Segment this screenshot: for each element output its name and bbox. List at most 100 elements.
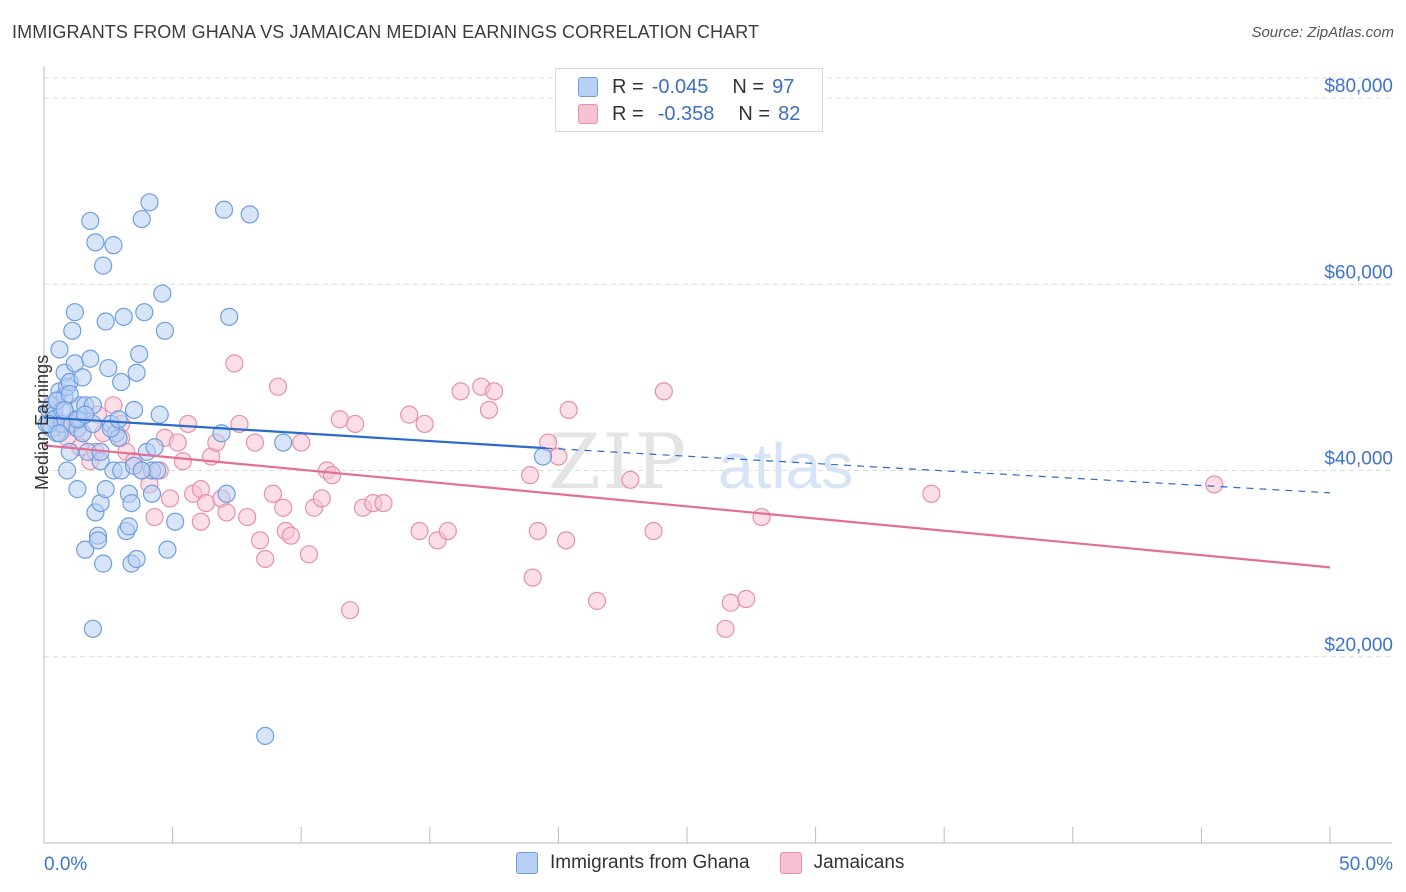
data-point-jamaicans (415, 414, 434, 434)
data-point-ghana (119, 517, 138, 536)
data-point-jamaicans (178, 414, 198, 434)
data-point-jamaicans (263, 484, 283, 503)
zipatlas-watermark: ZIP atlas (548, 417, 853, 506)
legend-label-jamaicans: Jamaicans (813, 852, 905, 873)
data-point-jamaicans (521, 466, 540, 485)
data-point-ghana (81, 349, 100, 368)
data-point-jamaicans (268, 377, 288, 396)
data-point-jamaicans (160, 489, 180, 508)
legend-n-value: 97 (772, 75, 795, 98)
data-point-ghana (99, 358, 118, 378)
data-point-ghana (214, 200, 234, 219)
data-point-ghana (135, 303, 154, 322)
y-tick-label: $80,000 (1324, 76, 1393, 97)
watermark-atlas: atlas (718, 430, 853, 502)
data-point-ghana (132, 461, 151, 480)
data-point-jamaicans (281, 526, 301, 545)
legend-swatch-blue (578, 77, 598, 97)
data-point-jamaicans (322, 466, 342, 485)
data-point-ghana (148, 461, 167, 480)
data-point-ghana (88, 531, 108, 550)
data-point-ghana (63, 321, 82, 340)
data-point-jamaicans (587, 591, 607, 610)
data-point-jamaicans (752, 507, 771, 527)
legend-r-label: R = (612, 102, 644, 125)
data-point-ghana (58, 461, 77, 480)
data-point-ghana (60, 442, 79, 461)
tick-labels: $20,000 $40,000 $60,000 $80,000 0.0% 50.0% (44, 76, 1393, 875)
data-point-jamaicans (400, 405, 419, 424)
data-point-jamaicans (644, 521, 663, 541)
data-point-ghana (145, 438, 164, 457)
data-point-jamaicans (168, 433, 187, 452)
data-point-jamaicans (173, 452, 192, 471)
data-point-ghana (94, 554, 113, 573)
data-point-ghana (50, 424, 69, 443)
data-point-jamaicans (549, 447, 568, 466)
legend-row-jamaicans: R = -0.358 N = 82 (578, 102, 800, 126)
data-point-ghana (166, 512, 185, 531)
x-tick-label-max: 50.0% (1339, 854, 1393, 875)
data-point-jamaicans (716, 619, 735, 638)
legend-swatch-pink (779, 852, 802, 874)
data-point-ghana (76, 540, 95, 559)
data-point-jamaicans (274, 498, 293, 517)
data-point-jamaicans (312, 489, 331, 508)
data-point-ghana (140, 193, 159, 212)
data-point-ghana (256, 726, 275, 746)
stats-legend: R = -0.045 N = 97 R = -0.358 N = 82 (555, 68, 823, 132)
trend-lines (43, 416, 1331, 569)
legend-label-ghana: Immigrants from Ghana (550, 852, 750, 873)
data-point-jamaicans (621, 470, 640, 489)
data-point-jamaicans (330, 410, 349, 429)
data-point-ghana (130, 344, 149, 364)
y-tick-label: $40,000 (1324, 449, 1393, 470)
data-point-jamaicans (528, 521, 547, 541)
y-axis-title: Median Earnings (32, 354, 52, 490)
series-legend: Immigrants from Ghana Jamaicans (516, 852, 934, 874)
data-point-ghana (96, 312, 115, 331)
data-point-jamaicans (374, 493, 393, 513)
legend-swatch-blue (516, 852, 538, 874)
data-point-ghana (83, 619, 102, 638)
legend-r-value: -0.358 (657, 102, 715, 125)
data-point-ghana (81, 211, 100, 231)
source-credit: Source: ZipAtlas.com (1251, 24, 1394, 41)
x-tick-label-min: 0.0% (44, 854, 87, 875)
data-point-ghana (109, 410, 128, 429)
legend-item-ghana[interactable]: Immigrants from Ghana (516, 852, 750, 874)
data-point-jamaicans (523, 568, 542, 587)
data-point-ghana (127, 549, 146, 569)
data-point-ghana (65, 303, 84, 322)
data-point-ghana (122, 493, 141, 513)
data-point-jamaicans (225, 354, 244, 373)
data-point-jamaicans (438, 521, 457, 541)
data-point-ghana (533, 447, 553, 466)
data-point-jamaicans (479, 400, 499, 420)
legend-r-value: -0.045 (651, 75, 709, 98)
data-point-jamaicans (196, 493, 216, 513)
series-immigrants-from-ghana (37, 193, 553, 746)
data-point-ghana (132, 209, 151, 229)
legend-n-label: N = (738, 102, 771, 125)
y-tick-label: $20,000 (1324, 635, 1393, 656)
data-point-ghana (153, 284, 172, 303)
data-point-jamaicans (299, 545, 319, 564)
data-point-ghana (150, 405, 169, 424)
data-point-ghana (240, 205, 259, 224)
data-point-jamaicans (145, 507, 164, 527)
data-point-jamaicans (559, 400, 578, 420)
data-point-ghana (217, 484, 236, 503)
axes (43, 66, 1392, 844)
data-point-jamaicans (238, 507, 257, 527)
data-point-ghana (112, 372, 131, 392)
data-point-jamaicans (451, 382, 470, 401)
trend-line-jamaicans (43, 444, 1331, 569)
data-point-ghana (220, 307, 239, 326)
watermark-zip: ZIP (548, 417, 688, 506)
data-point-ghana (114, 307, 133, 326)
legend-item-jamaicans[interactable]: Jamaicans (779, 852, 905, 874)
data-point-ghana (127, 363, 146, 382)
data-point-ghana (60, 385, 79, 404)
data-point-ghana (142, 484, 162, 503)
